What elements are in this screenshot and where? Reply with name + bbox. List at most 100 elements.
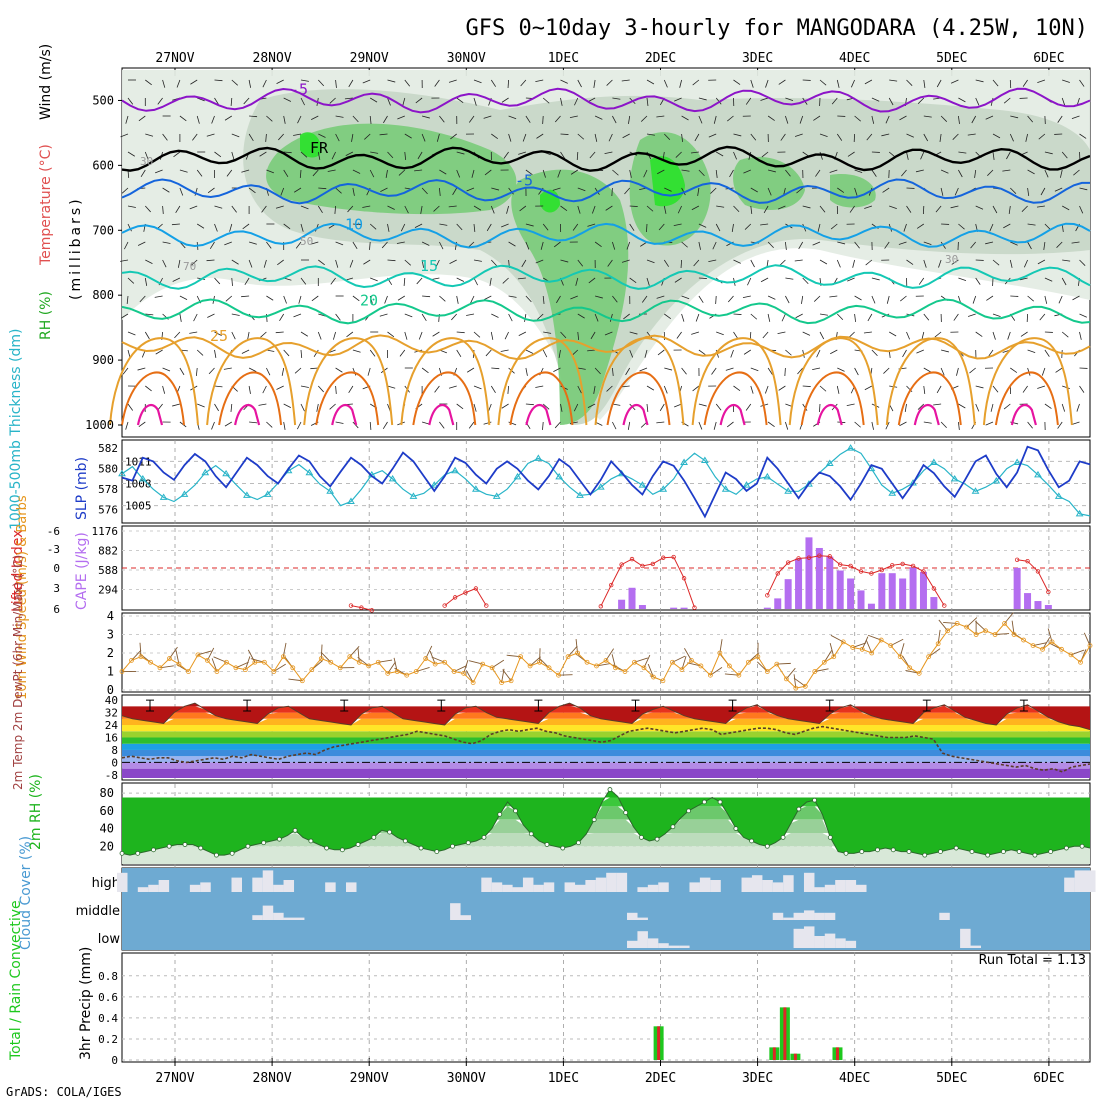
temp-tick-label: 0 [111,756,118,769]
wind-barb [750,133,757,141]
slp-line [121,445,1091,519]
rh2m-point [135,850,141,856]
rh2m-point [780,835,786,840]
wind-barb [570,169,579,175]
wind-barb [587,403,596,408]
wind-barb [768,169,776,173]
wind10-point [527,663,533,669]
wind-barb [525,115,531,123]
wind-barb [992,259,1000,266]
lifted-index-line [1017,559,1049,593]
wind-barb [507,79,509,89]
wind-barb [847,277,855,282]
wind-barb [899,421,907,427]
wind-barb [473,385,482,390]
wind-barb [278,133,284,141]
rh2m-point [292,827,298,833]
wind-barb [958,421,960,430]
wind-barb [815,169,821,177]
wind-barb [604,331,613,336]
wind-barb [690,151,699,154]
wind-barb [885,115,890,124]
wind-barb [921,331,925,340]
wind-barb [864,205,873,209]
wind-barb [871,115,875,124]
cloud-bar [574,884,586,892]
wind-barb [646,79,655,85]
date-label-top: 2DEC [645,51,676,66]
cloud-bar [137,887,149,892]
wind-barb [745,97,752,105]
thickness-point [888,489,897,496]
temperature-contour [121,87,1091,114]
rh2m-point [166,843,172,849]
wind-barb [283,403,292,408]
wind-barb [1056,241,1063,248]
temp-contour-30 [315,371,380,426]
wind10-point [565,654,571,660]
wind-barb [344,97,353,100]
wind-barb [627,421,631,430]
thickness-point [118,469,126,477]
wind-barb [643,169,648,178]
cape-bar [930,597,938,609]
cloud-bar [793,912,805,920]
wind-barb [837,313,844,321]
cloud-bar [533,884,544,892]
wind-barb [560,259,569,263]
wind-barb [127,223,132,232]
rh2m-point [1001,849,1006,854]
temp-minmax-bar [728,699,737,712]
wind-barb [348,385,354,393]
wind-barb [745,403,752,411]
wind-barb [120,259,129,262]
wind-barb [577,133,585,140]
wind-barb [646,223,648,233]
thickness-point [180,490,189,497]
wind-barb [491,313,499,318]
wind-barb [230,403,233,412]
wind10-point [603,658,609,663]
wind-barb [629,277,637,284]
ylabel-cape: CAPE (J/kg) [74,532,90,610]
wind-barb [882,187,890,193]
wind-barb [335,187,342,194]
wind-barb [819,79,827,86]
ylabel-rh2m: 2m RH (%) [28,774,44,850]
wind-barb [214,151,222,158]
wind-barb [293,313,302,318]
wind-barb [352,223,361,226]
ylabel-precip-left: Total / Rain Convective [8,900,24,1061]
wind10-point [983,628,989,634]
cloud-bar [824,933,836,948]
rh2m-point [686,808,692,814]
wind-barb [681,115,689,121]
wind-barb [435,259,440,268]
wind-barb [865,259,873,266]
wind-barb [611,187,613,197]
cape-bar [857,590,865,609]
wind10-point [167,656,172,661]
wind-barb [906,133,914,138]
wind-barb [525,295,532,303]
wind-barb [612,115,617,124]
wind-barb [369,295,373,304]
wind-barb [848,331,855,338]
cloud-bar [460,915,471,920]
wind-barb [171,223,180,226]
wind-barb [214,97,220,105]
wind-barb [989,223,994,232]
wind-barb [299,169,302,179]
wind10-point [1059,646,1064,652]
thickness-point [680,458,688,466]
wind-barb [335,115,344,118]
wind-barb [778,79,786,85]
wind-barb [629,349,634,358]
wind-barb [799,115,804,124]
thickness-tick-label: 578 [98,483,118,496]
wind-barb [380,187,388,192]
thickness-point [971,487,980,494]
wind-barb [750,385,754,394]
wind10-point [214,669,220,674]
wind-barb [439,421,445,429]
